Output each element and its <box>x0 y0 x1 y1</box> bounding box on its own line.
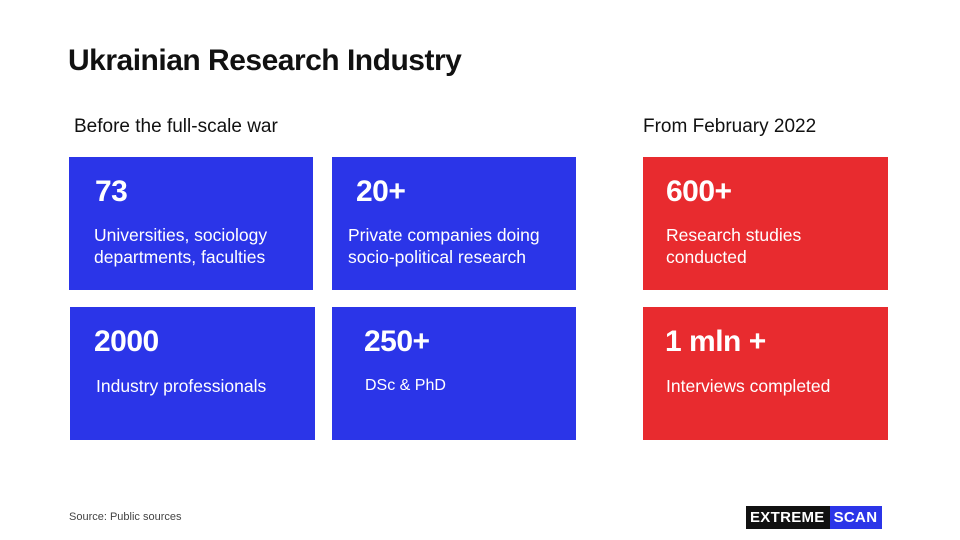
section-label-before-war: Before the full-scale war <box>74 116 278 138</box>
stat-value: 600+ <box>666 175 732 209</box>
source-note: Source: Public sources <box>69 511 182 523</box>
stat-description: DSc & PhD <box>365 375 570 397</box>
extreme-scan-logo: EXTREME SCAN <box>746 506 882 529</box>
stat-card-universities: 73 Universities, sociology departments, … <box>69 157 313 290</box>
stat-value: 250+ <box>364 325 430 359</box>
stat-description: Research studies conducted <box>666 224 876 268</box>
page-title: Ukrainian Research Industry <box>68 44 461 78</box>
stat-card-private-companies: 20+ Private companies doing socio-politi… <box>332 157 576 290</box>
section-label-from-february-2022: From February 2022 <box>643 116 816 138</box>
stat-card-research-studies: 600+ Research studies conducted <box>643 157 888 290</box>
stat-card-interviews: 1 mln + Interviews completed <box>643 307 888 440</box>
stat-value: 1 mln + <box>665 325 766 359</box>
stat-card-dsc-phd: 250+ DSc & PhD <box>332 307 576 440</box>
stat-description: Universities, sociology departments, fac… <box>94 224 309 268</box>
stat-value: 2000 <box>94 325 159 359</box>
logo-text-extreme: EXTREME <box>746 506 830 529</box>
stat-value: 73 <box>95 175 127 209</box>
stat-value: 20+ <box>356 175 405 209</box>
stat-card-industry-professionals: 2000 Industry professionals <box>70 307 315 440</box>
stat-description: Industry professionals <box>96 375 311 397</box>
logo-text-scan: SCAN <box>830 506 883 529</box>
stat-description: Private companies doing socio-political … <box>348 224 574 268</box>
stat-description: Interviews completed <box>666 375 881 397</box>
